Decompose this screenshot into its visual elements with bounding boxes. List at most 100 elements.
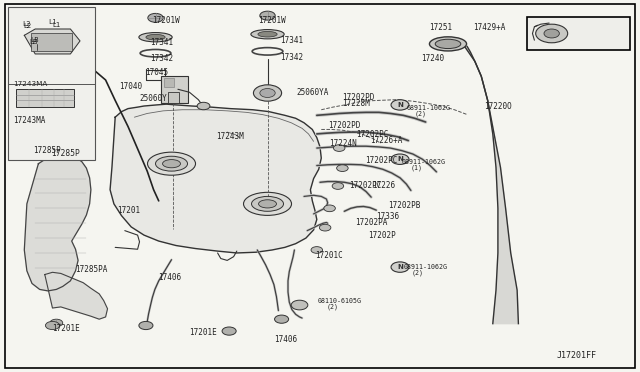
Text: 17341: 17341 (150, 38, 173, 47)
Circle shape (291, 300, 308, 310)
Text: (2): (2) (415, 110, 427, 117)
Text: L1: L1 (52, 22, 61, 28)
Text: 17202P: 17202P (368, 231, 396, 240)
Text: (2): (2) (412, 269, 424, 276)
Circle shape (50, 319, 63, 327)
Text: 17220O: 17220O (484, 102, 512, 110)
Text: 17285P: 17285P (33, 146, 61, 155)
Text: 17202PA: 17202PA (355, 218, 388, 227)
Circle shape (148, 13, 163, 22)
Text: 17202PB: 17202PB (388, 201, 421, 210)
Circle shape (544, 29, 559, 38)
Text: 17251: 17251 (429, 23, 452, 32)
Text: LB: LB (31, 37, 39, 43)
Ellipse shape (163, 160, 180, 168)
Text: 17201W: 17201W (258, 16, 285, 25)
Bar (168, 92, 179, 103)
Text: 17201C: 17201C (316, 251, 343, 260)
Text: 17406: 17406 (158, 273, 181, 282)
Circle shape (311, 247, 323, 253)
Text: 25060YA: 25060YA (296, 88, 329, 97)
Text: 25060Y: 25060Y (140, 94, 167, 103)
Text: 17228M: 17228M (342, 99, 369, 108)
Text: 17202PD: 17202PD (342, 93, 374, 102)
Circle shape (275, 315, 289, 323)
Circle shape (260, 89, 275, 97)
Bar (527, 17, 630, 50)
Polygon shape (24, 29, 80, 54)
Text: 17224N: 17224N (330, 139, 357, 148)
Text: 17243MA: 17243MA (13, 81, 47, 87)
Bar (31, 33, 72, 51)
Text: 08911-1062G: 08911-1062G (406, 105, 451, 111)
Text: 17040: 17040 (119, 82, 142, 91)
Ellipse shape (148, 152, 196, 175)
Polygon shape (465, 46, 518, 324)
Bar (16, 89, 74, 107)
Ellipse shape (251, 30, 284, 39)
Circle shape (332, 183, 344, 189)
Text: 17240: 17240 (421, 54, 444, 63)
Text: 17342: 17342 (150, 54, 173, 63)
Circle shape (319, 224, 331, 231)
Text: L2: L2 (24, 23, 32, 29)
Ellipse shape (252, 196, 284, 211)
Text: N: N (397, 156, 403, 162)
Circle shape (391, 154, 409, 164)
Text: 17201W: 17201W (152, 16, 180, 25)
Polygon shape (45, 272, 108, 319)
Bar (164, 78, 174, 87)
Text: 17226+A: 17226+A (370, 136, 403, 145)
Bar (8, 7, 95, 160)
Text: 17341: 17341 (280, 36, 303, 45)
Text: LB: LB (29, 39, 38, 45)
Text: J17201FF: J17201FF (557, 351, 596, 360)
Ellipse shape (146, 35, 165, 40)
Text: L2: L2 (22, 21, 31, 27)
Circle shape (391, 262, 409, 272)
Text: 17342: 17342 (280, 53, 303, 62)
Text: 17202PD: 17202PD (328, 121, 361, 130)
Text: 17202PC: 17202PC (349, 181, 381, 190)
Text: 08110-6105G: 08110-6105G (318, 298, 362, 304)
Circle shape (324, 205, 335, 212)
Ellipse shape (139, 33, 172, 42)
Circle shape (222, 327, 236, 335)
Text: 17201E: 17201E (52, 324, 80, 333)
Bar (161, 76, 188, 103)
Text: 17243MA: 17243MA (13, 116, 45, 125)
Circle shape (337, 165, 348, 171)
Circle shape (45, 321, 60, 330)
Circle shape (197, 102, 210, 110)
Text: 08911-1062G: 08911-1062G (403, 264, 447, 270)
Ellipse shape (156, 156, 188, 171)
Text: N: N (397, 264, 403, 270)
Ellipse shape (429, 37, 467, 51)
Text: 17429+A: 17429+A (474, 23, 506, 32)
Circle shape (333, 145, 345, 151)
Text: L1: L1 (48, 19, 56, 25)
Ellipse shape (259, 200, 276, 208)
Text: 17406: 17406 (274, 335, 297, 344)
Circle shape (391, 100, 409, 110)
Ellipse shape (435, 39, 461, 49)
Text: (2): (2) (326, 304, 339, 310)
Text: 17201: 17201 (117, 206, 140, 215)
Circle shape (139, 321, 153, 330)
Text: 17285PA: 17285PA (76, 265, 108, 274)
Circle shape (253, 85, 282, 101)
Text: 17243M: 17243M (216, 132, 244, 141)
Text: 17285P: 17285P (51, 149, 80, 158)
Polygon shape (24, 153, 91, 291)
Circle shape (260, 11, 275, 20)
Text: 08911-1062G: 08911-1062G (402, 159, 446, 165)
Text: (1): (1) (410, 164, 422, 171)
Text: 17336: 17336 (376, 212, 399, 221)
Ellipse shape (258, 32, 277, 37)
Polygon shape (110, 104, 321, 253)
Text: 17201E: 17201E (189, 328, 216, 337)
Text: 17045: 17045 (145, 68, 168, 77)
Text: 17226: 17226 (372, 181, 396, 190)
Circle shape (536, 24, 568, 43)
Text: 17202PC: 17202PC (356, 130, 389, 139)
